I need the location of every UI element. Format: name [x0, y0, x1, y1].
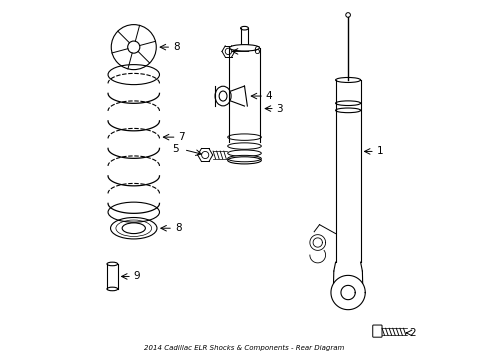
Ellipse shape: [227, 143, 261, 149]
Text: 4: 4: [265, 91, 272, 101]
Text: 2: 2: [408, 328, 415, 338]
Text: 9: 9: [134, 271, 140, 282]
Text: 6: 6: [253, 46, 260, 57]
Ellipse shape: [229, 45, 259, 51]
Text: 7: 7: [178, 132, 184, 142]
Text: 3: 3: [276, 104, 283, 113]
Text: 1: 1: [376, 147, 383, 157]
Text: 8: 8: [173, 42, 179, 52]
Ellipse shape: [227, 134, 261, 140]
Ellipse shape: [227, 156, 261, 162]
Ellipse shape: [227, 150, 261, 157]
Text: 8: 8: [175, 223, 181, 233]
Text: 5: 5: [171, 144, 178, 154]
FancyBboxPatch shape: [372, 325, 381, 337]
Text: 2014 Cadillac ELR Shocks & Components - Rear Diagram: 2014 Cadillac ELR Shocks & Components - …: [144, 345, 344, 351]
